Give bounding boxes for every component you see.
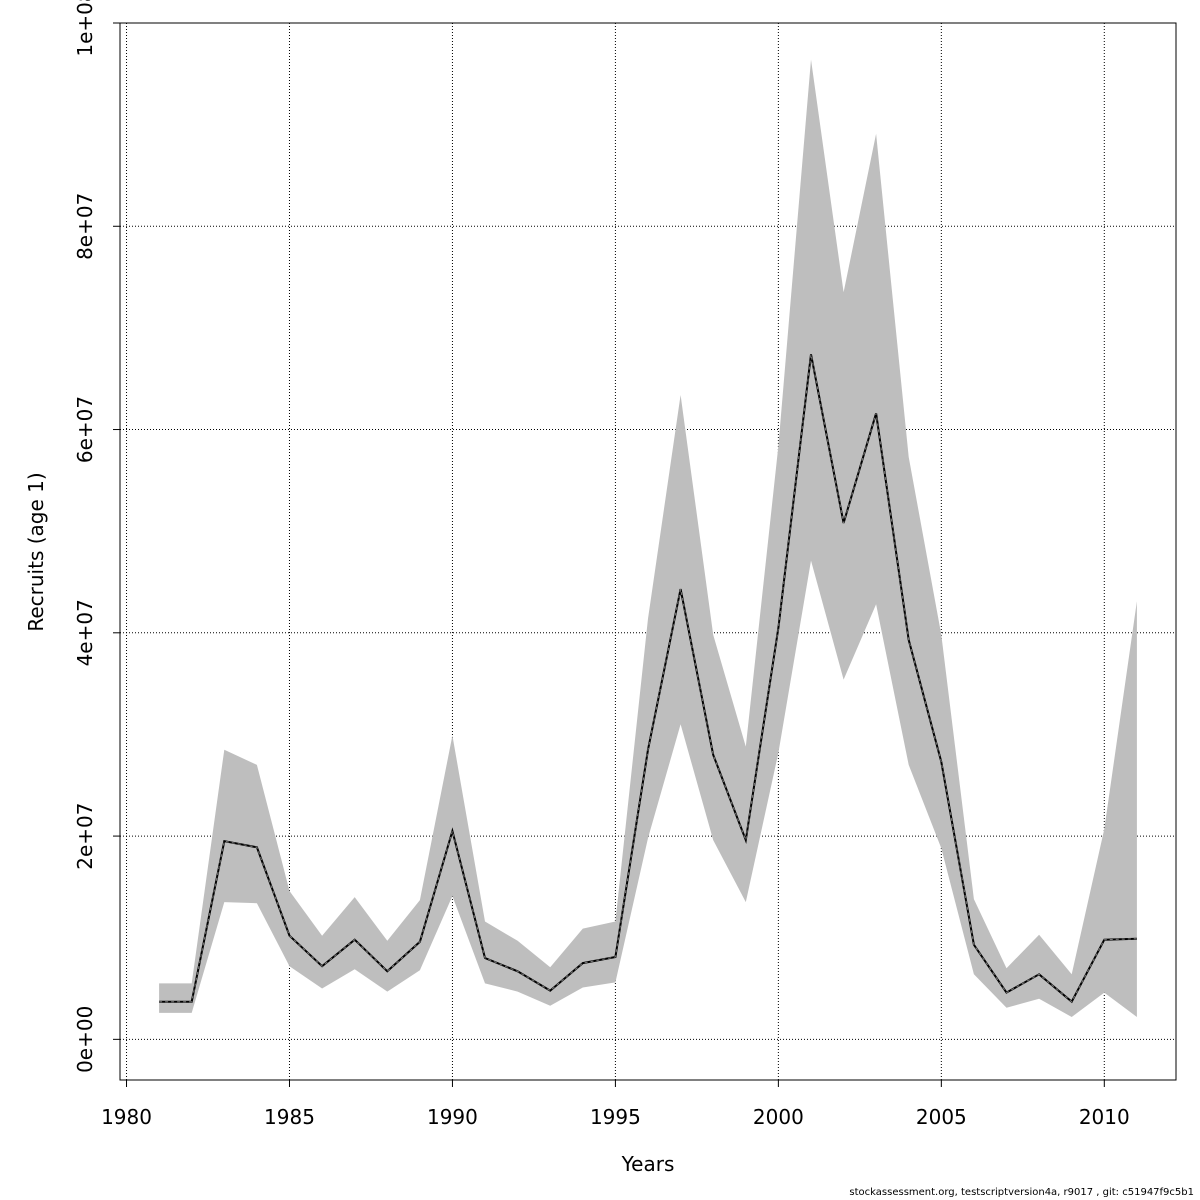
x-tick-label: 1985 [264,1105,315,1129]
x-tick-label: 2010 [1079,1105,1130,1129]
recruits-line-dash [159,354,1137,1003]
footer-credit: stockassessment.org, testscriptversion4a… [849,1187,1194,1198]
x-tick-label: 2005 [916,1105,967,1129]
y-tick-label: 2e+07 [73,802,97,869]
x-tick-label: 2000 [753,1105,804,1129]
confidence-band [159,59,1137,1018]
y-tick-label: 4e+07 [73,599,97,666]
x-tick-label: 1990 [427,1105,478,1129]
x-tick-label: 1995 [590,1105,641,1129]
y-tick-label: 8e+07 [73,193,97,260]
confidence-band-layer [159,59,1137,1018]
y-tick-label: 1e+08 [73,0,97,57]
recruits-line-layer [159,354,1137,1004]
y-tick-label: 0e+00 [73,1006,97,1073]
axes: 1980 1985 1990 1995 2000 2005 2010 0e+00 2e+07 4e… [73,0,1130,1129]
y-axis-title: Recruits (age 1) [24,472,48,631]
y-tick-label: 6e+07 [73,396,97,463]
x-axis-title: Years [621,1152,675,1176]
x-tick-label: 1980 [101,1105,152,1129]
